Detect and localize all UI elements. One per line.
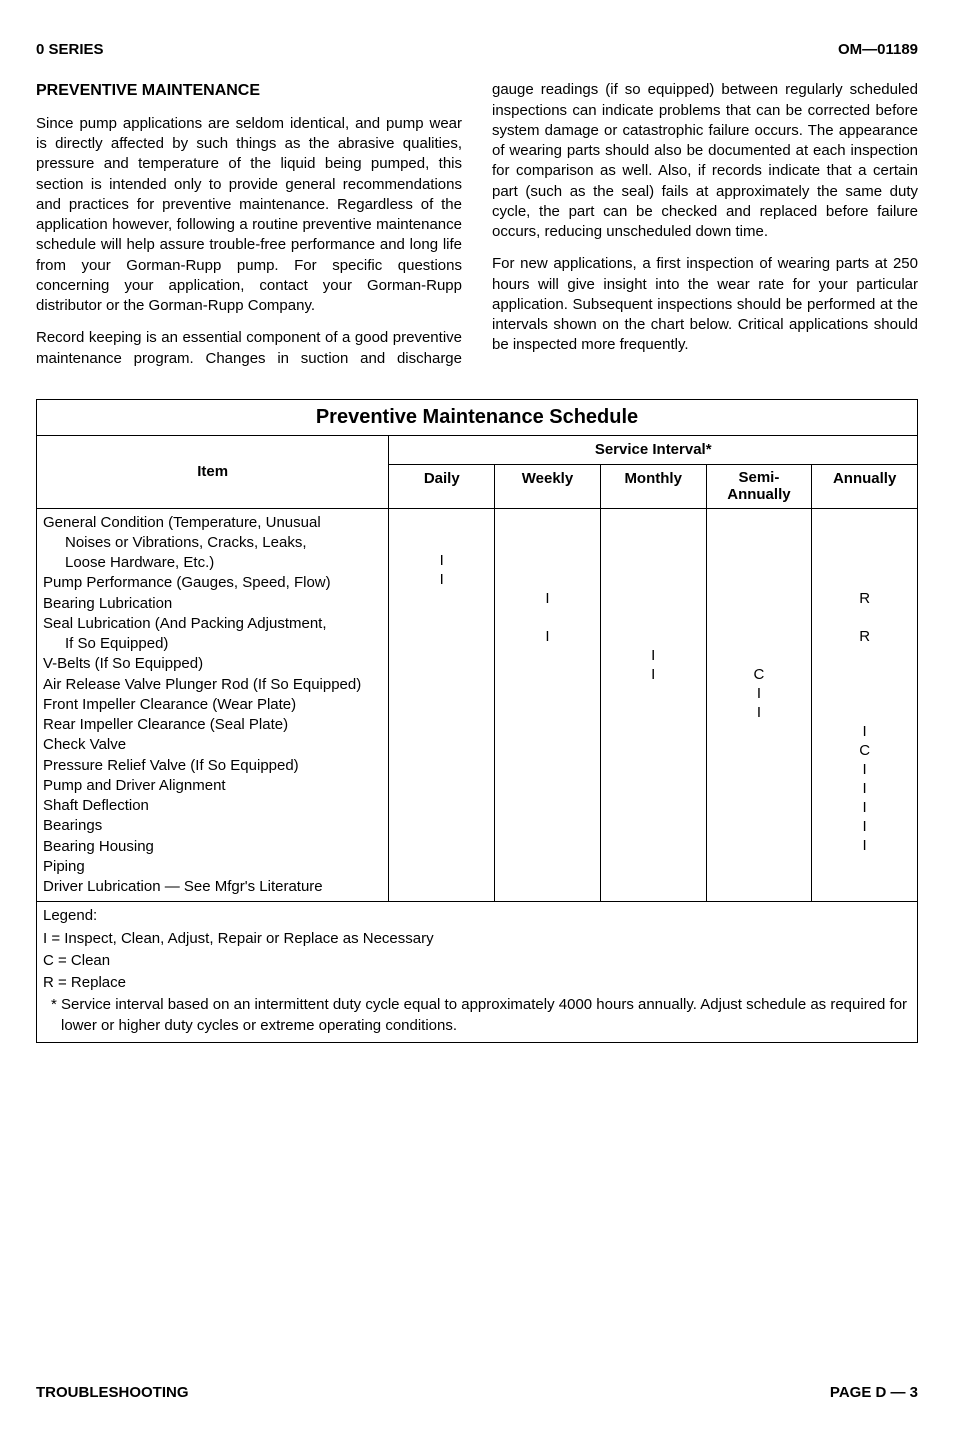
items-column: General Condition (Temperature, UnusualN…: [37, 508, 389, 902]
body-p3: For new applications, a first inspection…: [492, 254, 918, 355]
body-text: PREVENTIVE MAINTENANCE Since pump applic…: [36, 80, 918, 369]
col-daily: Daily: [389, 465, 495, 509]
legend-r: R = Replace: [43, 973, 911, 993]
interval-header: Service Interval*: [389, 435, 918, 464]
section-title: PREVENTIVE MAINTENANCE: [36, 80, 462, 102]
page-header: 0 SERIES OM—01189: [36, 40, 918, 60]
header-right: OM—01189: [838, 40, 918, 60]
table-title: Preventive Maintenance Schedule: [37, 399, 918, 435]
weekly-column: I I: [495, 508, 601, 902]
footer-left: TROUBLESHOOTING: [36, 1383, 189, 1403]
col-weekly: Weekly: [495, 465, 601, 509]
legend-c: C = Clean: [43, 951, 911, 971]
daily-column: II: [389, 508, 495, 902]
item-header: Item: [37, 435, 389, 508]
monthly-column: II: [600, 508, 706, 902]
semi-column: CII: [706, 508, 812, 902]
legend-title: Legend:: [43, 906, 911, 926]
col-monthly: Monthly: [600, 465, 706, 509]
maintenance-schedule-table: Preventive Maintenance Schedule Item Ser…: [36, 399, 918, 1043]
legend-cell: Legend: I = Inspect, Clean, Adjust, Repa…: [37, 902, 918, 1043]
footer-right: PAGE D — 3: [830, 1383, 918, 1403]
legend-i: I = Inspect, Clean, Adjust, Repair or Re…: [43, 929, 911, 949]
page-footer: TROUBLESHOOTING PAGE D — 3: [36, 1383, 918, 1403]
col-annually: Annually: [812, 465, 918, 509]
col-semi: Semi-Annually: [706, 465, 812, 509]
body-p1: Since pump applications are seldom ident…: [36, 114, 462, 317]
legend-note: * Service interval based on an intermitt…: [43, 995, 911, 1036]
annually-column: R R ICIIIII: [812, 508, 918, 902]
header-left: 0 SERIES: [36, 40, 104, 60]
